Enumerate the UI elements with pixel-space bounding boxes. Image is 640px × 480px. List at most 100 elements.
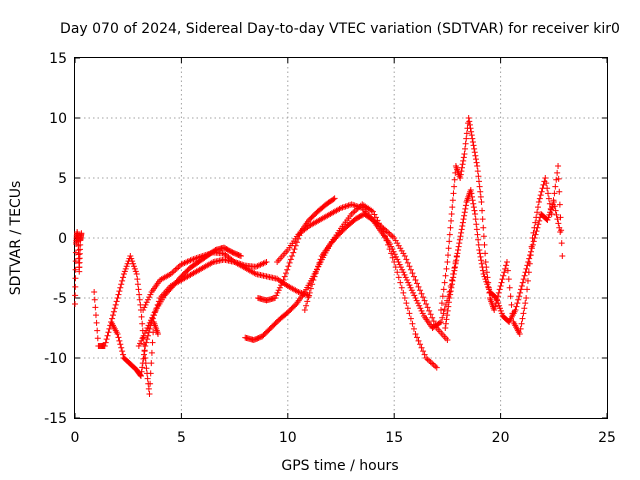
data-point [474,163,481,169]
data-point [516,331,523,337]
data-point [466,118,473,125]
data-point [481,273,488,280]
data-point [144,296,151,303]
data-point [447,224,454,231]
data-point [486,286,493,293]
data-point [172,266,179,273]
data-point [524,262,531,269]
data-point [477,188,484,195]
data-point [410,289,417,296]
data-point [143,299,150,306]
data-point [542,175,549,181]
data-point [403,277,410,283]
data-point [525,259,532,265]
data-point [465,115,472,121]
data-point [496,305,503,312]
data-point [548,206,555,213]
data-point [149,314,156,321]
data-point [408,287,415,294]
data-point [458,164,465,171]
data-point [112,301,119,308]
data-point [135,343,142,349]
data-point [469,197,476,204]
data-point [475,241,482,248]
data-point [147,291,154,298]
plot-frame [74,57,608,419]
data-point [472,216,479,223]
data-point [148,349,155,356]
data-point [132,268,139,275]
data-point [313,266,320,273]
data-point [472,211,479,217]
data-point [403,256,410,263]
data-point [500,272,507,279]
data-point [148,317,154,324]
data-point [515,296,522,303]
data-point [484,281,491,288]
data-point [551,203,558,210]
data-point [143,365,150,372]
data-point [544,185,551,192]
data-point [105,329,112,336]
data-point [555,163,562,169]
data-point [278,282,285,289]
data-point [109,315,116,322]
data-point [533,228,540,235]
axis-ticks: 0 5 10 15 20 25 -15 -10 -5 0 5 10 15 [44,51,616,446]
data-point [555,220,562,227]
data-point [398,284,405,291]
data-point [237,253,244,259]
data-point [479,264,486,271]
data-point [458,226,465,233]
data-point [394,256,401,263]
data-point [524,286,531,293]
y-tick-label: 10 [49,111,67,127]
data-point [418,307,425,314]
data-point [458,168,465,175]
data-point [410,325,417,332]
data-point [473,226,480,233]
data-point [479,207,486,214]
data-point [306,292,313,299]
data-point [451,176,458,183]
data-point [142,343,149,349]
data-point [419,310,426,317]
data-point [462,202,469,209]
y-tick-label: -10 [44,351,67,367]
data-point [103,336,110,343]
series-track-g [274,201,451,343]
data-point [523,295,530,301]
series-start-cluster [72,229,85,307]
data-point [446,238,453,245]
data-point [138,368,145,375]
data-point [479,216,486,223]
data-point [557,214,564,221]
data-point [141,330,148,337]
grid [75,58,607,418]
data-point [455,247,462,253]
data-point [438,307,445,313]
data-point [263,259,270,265]
data-point [236,252,243,259]
data-point [475,173,482,180]
data-point [457,175,464,181]
data-point [410,273,417,280]
data-point [448,281,455,288]
data-point [469,139,476,145]
series-track-c [140,249,313,313]
data-point [482,276,489,283]
data-point [406,310,413,317]
data-point [385,229,392,236]
data-point [450,271,457,277]
data-point [133,271,140,277]
data-point [483,269,490,276]
data-point [418,344,425,351]
data-point [480,224,487,231]
data-point [452,264,458,271]
data-point [423,355,430,361]
data-point [517,325,524,332]
data-point [493,295,500,301]
data-point [111,305,118,312]
data-point [517,289,524,296]
data-point [548,204,555,211]
